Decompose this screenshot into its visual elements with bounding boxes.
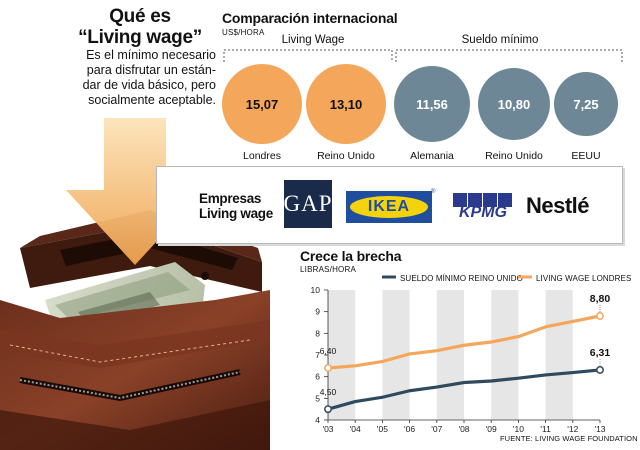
chart-band	[328, 290, 356, 420]
companies-label-line1: Empresas	[199, 191, 262, 206]
kpmg-boxes	[453, 193, 512, 207]
intro-title: Qué es “Living wage”	[60, 6, 220, 48]
data-label: 8,80	[590, 293, 611, 305]
series-line-minimum-wage	[326, 368, 602, 411]
legend-label-min: SUELDO MÍNIMO REINO UNIDO	[400, 274, 523, 283]
y-tick-label: 5	[315, 393, 320, 403]
legend-swatch-lw	[518, 275, 532, 279]
group-label-living-wage: Living Wage	[281, 34, 345, 46]
wage-circle-reino-unido-min: 10,80	[478, 68, 550, 140]
series-point	[324, 364, 332, 372]
y-tick-label: 10	[311, 285, 321, 295]
x-tick-label: '04	[350, 424, 361, 434]
wage-circle-reino-unido-lw: 13,10	[306, 64, 386, 144]
x-tick-label: '06	[404, 424, 415, 434]
wage-circle-alemania: 11,56	[394, 66, 470, 142]
x-tick-label: '11	[540, 424, 551, 434]
source-note: FUENTE: LIVING WAGE FOUNDATION	[500, 434, 638, 443]
data-label: 4,50	[320, 387, 337, 397]
intro-desc-line: Es el mínimo necesario	[86, 48, 216, 62]
chart-band	[436, 290, 464, 420]
data-label: 6,40	[320, 346, 337, 356]
wage-circle-londres: 15,07	[222, 64, 302, 144]
gap-logo: GAP	[284, 180, 332, 228]
intro-desc-line: para disfrutar un están-	[86, 63, 216, 77]
city-label: EEUU	[571, 150, 601, 162]
comparison-unit: US$/HORA	[222, 28, 265, 37]
companies-label-line2: Living wage	[199, 206, 273, 221]
x-tick-label: '03	[322, 424, 333, 434]
ikea-logo: IKEA	[346, 191, 432, 223]
comparison-title: Comparación internacional	[222, 10, 398, 26]
data-label: 6,31	[590, 347, 611, 359]
city-label: Alemania	[410, 150, 454, 162]
intro-desc-line: dar de vida básico, pero	[82, 78, 216, 92]
city-label: Londres	[243, 150, 281, 162]
ikea-logo-oval: IKEA	[350, 196, 428, 218]
y-tick-label: 9	[315, 307, 320, 317]
group-label-minimum-wage: Sueldo mínimo	[461, 34, 539, 46]
gap-logo-text: GAP	[283, 191, 333, 216]
x-tick-label: '13	[594, 424, 605, 434]
kpmg-logo: KPMG	[451, 191, 515, 223]
y-tick-label: 8	[315, 328, 320, 338]
chart-title: Crece la brecha	[300, 248, 402, 264]
wage-value: 11,56	[416, 96, 448, 112]
chart-band	[491, 290, 519, 420]
y-tick-label: 7	[315, 350, 320, 360]
legend-label-lw: LIVING WAGE LONDRES	[536, 274, 632, 283]
x-tick-label: '12	[567, 424, 578, 434]
wallet-illustration	[0, 118, 270, 450]
wage-circle-eeuu: 7,25	[554, 72, 618, 136]
city-label: Reino Unido	[485, 150, 543, 162]
x-tick-label: '05	[377, 424, 388, 434]
y-tick-label: 6	[315, 372, 320, 382]
group-brackets	[223, 49, 623, 62]
companies-label: Empresas Living wage	[199, 191, 273, 221]
wage-value: 13,10	[329, 96, 363, 112]
chart-band	[545, 290, 573, 420]
x-tick-label: '10	[513, 424, 524, 434]
intro-description: Es el mínimo necesario para disfrutar un…	[66, 48, 216, 108]
chart-unit: LIBRAS/HORA	[300, 265, 356, 274]
wage-value: 7,25	[573, 96, 599, 112]
intro-title-line2: “Living wage”	[78, 27, 202, 48]
nestle-logo: Nestlé	[526, 193, 590, 218]
intro-desc-line: socialmente aceptable.	[88, 93, 216, 107]
wage-value: 10,80	[497, 96, 531, 112]
series-point	[324, 405, 332, 414]
companies-box: Empresas Living wage GAP IKEA ® KPMG Nes…	[156, 166, 623, 244]
registered-mark: ®	[431, 189, 436, 195]
intro-title-line1: Qué es	[109, 6, 171, 27]
x-tick-label: '07	[431, 424, 442, 434]
kpmg-logo-text: KPMG	[459, 204, 507, 221]
legend-swatch-min	[382, 275, 396, 279]
x-tick-label: '09	[486, 424, 497, 434]
series-point	[596, 366, 604, 374]
x-tick-label: '08	[458, 424, 469, 434]
y-tick-label: 4	[315, 415, 320, 425]
city-label: Reino Unido	[317, 150, 375, 162]
series-point	[596, 312, 604, 320]
wage-value: 15,07	[245, 96, 279, 112]
ikea-logo-text: IKEA	[367, 198, 411, 215]
line-chart: 4 5 6 7 8 9 10 '03 '04 '05 '06 '07 '08 '09 '10 '11 '12 '1…	[311, 285, 611, 434]
series-line-living-wage	[326, 314, 602, 370]
